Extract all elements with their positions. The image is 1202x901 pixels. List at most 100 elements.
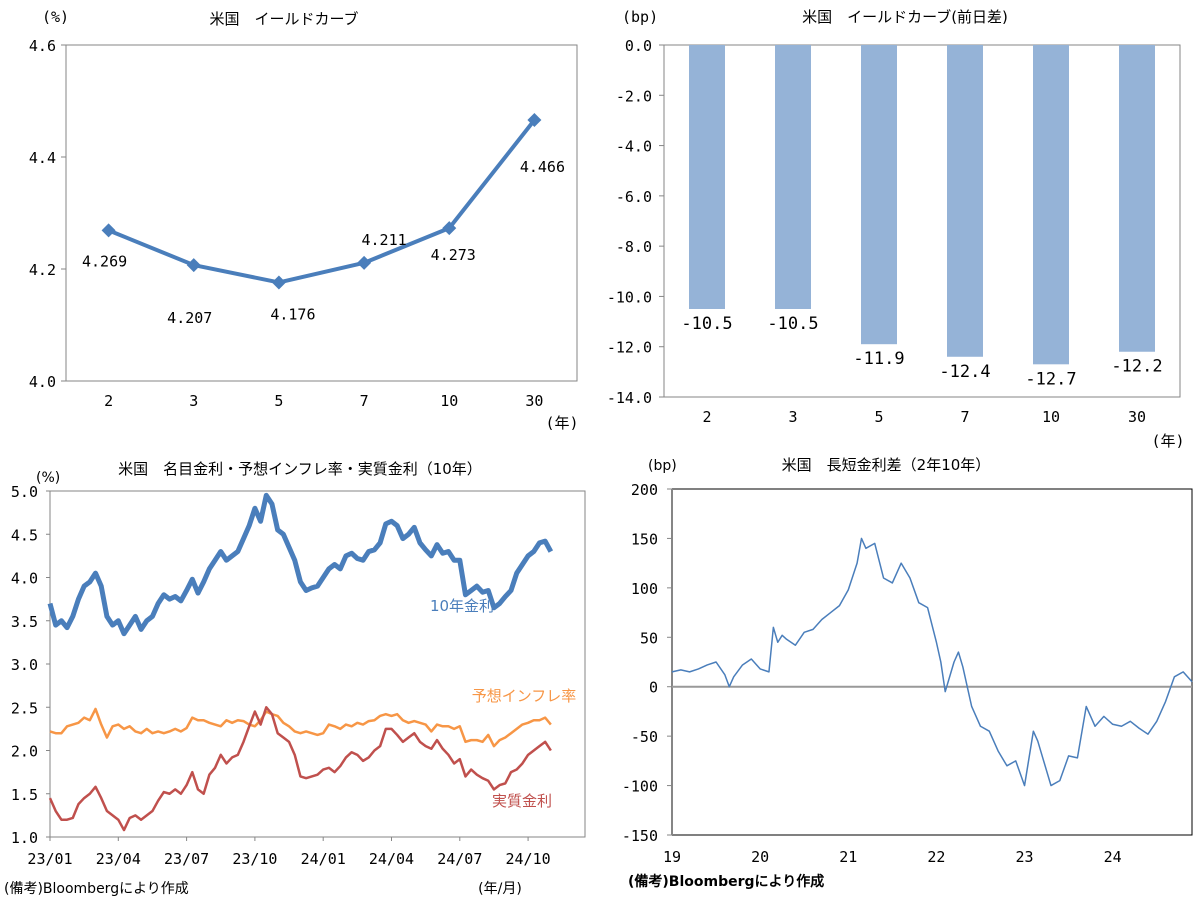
y-tick-label: -2.0 [616,87,652,105]
series-line-nominal [47,492,554,637]
x-tick-label: 30 [525,392,543,410]
data-label: -12.7 [1025,369,1076,389]
data-point-marker [442,221,457,236]
bar [775,45,811,309]
x-tick-label: 10 [440,392,458,410]
data-point-marker [186,258,201,273]
data-label: 4.176 [270,305,315,323]
x-tick-label: 30 [1128,408,1146,426]
data-label: -12.2 [1111,357,1162,377]
bar [689,45,725,309]
x-tick-label: 20 [751,848,769,866]
y-tick-label: -150 [622,827,658,845]
y-tick-label: 0 [649,679,658,697]
series-label-real: 実質金利 [492,792,552,810]
yield-change-xlabel: (年) [1151,432,1184,450]
yield-change-plot-area [663,44,1181,398]
bar [1033,45,1069,365]
yield-curve-xlabel: (年) [545,414,578,432]
x-tick-label: 7 [360,392,369,410]
data-label: 4.207 [167,309,212,327]
x-tick-label: 5 [874,408,883,426]
yield-curve-title: 米国 イールドカーブ [209,10,358,28]
y-tick-label: 4.2 [29,261,56,279]
spread-series-line [671,537,1193,787]
y-tick-label: -6.0 [616,188,652,206]
y-tick-label: 4.6 [29,37,56,55]
y-tick-label: -100 [622,778,658,796]
y-tick-label: 4.0 [29,373,56,391]
y-tick-label: -10.0 [607,288,652,306]
y-tick-label: 0.0 [625,37,652,55]
x-tick-label: 21 [839,848,857,866]
y-tick-label: 5.0 [11,483,38,501]
data-label: 4.211 [362,231,407,249]
x-tick-label: 7 [960,408,969,426]
yield-curve-ylabel: (%) [42,8,69,26]
data-label: 4.269 [82,252,127,270]
spread-plot-area [671,488,1193,836]
x-tick-label: 24/01 [301,850,346,868]
yield-curve-plot-area [65,44,578,382]
rates-ylabel: (%) [36,470,60,486]
x-tick-label: 24/04 [369,850,414,868]
data-point-marker [527,113,542,128]
y-tick-label: -50 [631,728,658,746]
data-label: -10.5 [681,314,732,334]
y-tick-label: 1.5 [11,786,38,804]
spread-source-note: (備考)Bloombergにより作成 [628,873,824,890]
x-tick-label: 2 [104,392,113,410]
series-line-real [48,706,552,832]
y-tick-label: 50 [640,629,658,647]
rates-source-note: (備考)Bloombergにより作成 [4,881,189,897]
x-tick-label: 23 [1016,848,1034,866]
yield-curve-change-chart: 米国 イールドカーブ(前日差) (bp) (年) 0.0 -2.0 -4.0 -6.0… [607,8,1185,450]
x-tick-label: 19 [663,848,681,866]
spread-ylabel: (bp) [648,458,677,474]
x-tick-label: 23/07 [164,850,209,868]
y-tick-label: -4.0 [616,138,652,156]
rates-plot-area [49,490,586,838]
yield-change-ylabel: (bp) [622,8,658,26]
nominal-inflation-real-chart: 米国 名目金利・予想インフレ率・実質金利（10年） (%) (年/月) (備考)… [4,460,586,897]
x-tick-label: 10 [1042,408,1060,426]
data-label: 4.273 [431,246,476,264]
y-tick-label: -8.0 [616,238,652,256]
bar [947,45,983,357]
x-tick-label: 3 [788,408,797,426]
data-label: -10.5 [767,314,818,334]
series-line-inflation [49,707,552,748]
x-tick-label: 2 [702,408,711,426]
yield-curve-series-line [107,118,536,285]
yield-change-title: 米国 イールドカーブ(前日差) [802,8,1008,26]
bar [1119,45,1155,352]
series-label-inflation: 予想インフレ率 [472,687,577,705]
y-tick-label: 4.4 [29,149,56,167]
data-label: -12.4 [939,362,990,382]
data-label: 4.466 [520,158,565,176]
x-tick-label: 5 [274,392,283,410]
x-tick-label: 22 [927,848,945,866]
spread-title: 米国 長短金利差（2年10年） [782,456,991,474]
y-tick-label: 150 [631,530,658,548]
y-tick-label: 1.0 [11,829,38,847]
bar [861,45,897,345]
rates-title: 米国 名目金利・予想インフレ率・実質金利（10年） [118,460,482,478]
x-tick-label: 23/01 [27,850,72,868]
y-tick-label: 3.0 [11,656,38,674]
yield-curve-chart: 米国 イールドカーブ (%) (年) 4.0 4.2 4.4 4.6 2 3 5 7 10 30… [29,8,579,432]
x-tick-label: 24/10 [506,850,551,868]
y-tick-label: -12.0 [607,339,652,357]
data-point-marker [271,275,286,290]
data-point-marker [101,223,116,238]
y-tick-label: 2.0 [11,743,38,761]
rates-xlabel: (年/月) [478,881,522,897]
x-tick-label: 23/10 [232,850,277,868]
y-tick-label: 100 [631,580,658,598]
y-tick-label: -14.0 [607,389,652,407]
y-tick-label: 4.0 [11,570,38,588]
x-tick-label: 23/04 [96,850,141,868]
data-point-marker [357,255,372,270]
series-label-nominal: 10年金利 [430,597,494,615]
